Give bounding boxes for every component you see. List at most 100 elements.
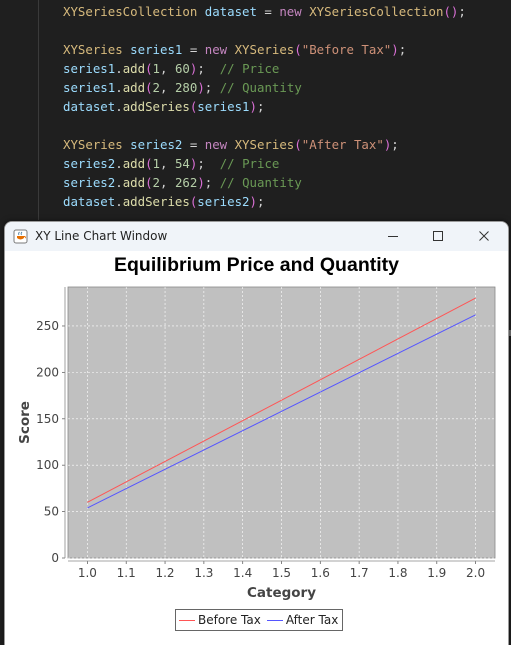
code-token: ( [294,42,302,57]
legend-item-after-tax: After Tax [266,613,339,627]
x-tick-label: 1.2 [155,566,174,580]
chart-svg: 1.0 1.1 1.2 1.3 1.4 1.5 1.6 1.7 1.8 1.9 2.0 0 50 100 1… [17,286,496,601]
code-token: 262 [174,175,198,190]
x-tick-label: 1.3 [194,566,213,580]
code-token: = [189,137,205,152]
code-token: 2 [152,175,161,190]
code-token: ) [383,137,392,152]
code-token: dataset [197,4,265,19]
x-tick-label: 1.6 [311,566,330,580]
chart-title: Equilibrium Price and Quantity [114,254,399,276]
chart-legend: Before Tax After Tax [175,609,344,631]
code-token: ; [256,194,265,209]
code-token: add [122,61,146,76]
legend-label-after-tax: After Tax [285,613,339,627]
code-token: // Price [219,156,280,171]
legend-swatch-after-tax [266,619,283,621]
window-title: XY Line Chart Window [35,229,168,243]
code-token: // Quantity [219,80,302,95]
code-line: series1.add(2, 280); // Quantity [63,78,302,97]
code-token: addSeries [122,99,190,114]
code-token: XYSeriesCollection [63,4,198,19]
code-token: ( [294,137,302,152]
x-tick-label: 1.5 [272,566,291,580]
code-token: series2 [122,137,190,152]
code-token: 1 [152,156,161,171]
y-tick-label: 150 [36,412,59,426]
code-line: series1.add(1, 60); // Price [63,59,279,78]
code-token: . [115,175,123,190]
code-token: ( [145,156,153,171]
code-token: new [204,42,235,57]
y-tick-label: 200 [36,365,59,379]
scrollbar-marker [508,330,511,336]
code-line: XYSeries series1 = new XYSeries("Before … [63,40,406,59]
code-token: 2 [152,80,161,95]
code-token: series1 [197,99,250,114]
minimize-icon [387,227,399,246]
minimize-button[interactable] [370,222,416,251]
code-token: dataset [63,194,116,209]
code-line: series2.add(1, 54); // Price [63,154,279,173]
code-token: series1 [122,42,190,57]
code-token: XYSeries [63,137,123,152]
y-tick-label: 0 [51,551,59,565]
code-token: XYSeries [234,137,295,152]
code-token: "Before Tax" [301,42,392,57]
code-token: . [115,80,123,95]
code-token: ; [204,80,220,95]
code-token: ( [145,175,153,190]
code-token: add [122,175,146,190]
code-token: . [115,156,123,171]
code-token: , [160,175,175,190]
x-tick-label: 1.4 [233,566,252,580]
code-line: dataset.addSeries(series2); [63,192,264,211]
x-tick-label: 1.9 [427,566,446,580]
window-titlebar[interactable]: XY Line Chart Window [5,222,508,251]
code-line: XYSeries series2 = new XYSeries("After T… [63,135,399,154]
maximize-button[interactable] [415,222,461,251]
series-line-before-tax [87,297,476,503]
code-line: XYSeriesCollection dataset = new XYSerie… [63,2,466,21]
code-token: 1 [152,61,161,76]
code-token: new [279,4,310,19]
x-tick-label: 1.8 [388,566,407,580]
x-tick-label: 1.1 [117,566,136,580]
code-token: ; [204,175,220,190]
code-token: ) [197,175,205,190]
legend-swatch-before-tax [179,619,195,621]
maximize-icon [432,227,444,246]
chart-panel: Equilibrium Price and Quantity 1.0 1.1 1.2… [5,251,508,645]
code-token: series1 [63,61,116,76]
code-token: series2 [63,156,116,171]
code-token: "After Tax" [301,137,384,152]
code-token: XYSeries [234,42,295,57]
code-token: new [204,137,235,152]
code-token: XYSeries [63,42,123,57]
close-button[interactable] [461,222,507,251]
code-token: ) [197,80,205,95]
y-tick-label: 250 [36,319,59,333]
code-token: dataset [63,99,116,114]
code-token: ) [189,156,198,171]
editor-gutter-guide [38,0,39,220]
code-token: ( [189,194,198,209]
code-line: series2.add(2, 262); // Quantity [63,173,302,192]
code-token: add [122,156,146,171]
x-tick-label: 1.7 [350,566,369,580]
legend-label-before-tax: Before Tax [198,613,261,627]
code-token: ) [249,99,257,114]
code-token: ; [391,137,399,152]
y-axis-label: Score [17,401,33,444]
code-token: . [115,99,123,114]
code-token: ( [189,99,198,114]
code-token: 54 [174,156,190,171]
code-token: ) [249,194,257,209]
code-token: ; [458,4,466,19]
code-token: series2 [63,175,116,190]
code-token: // Price [219,61,280,76]
chart-window: XY Line Chart Window Equilibrium Price a… [4,221,509,645]
code-token: ( [145,61,153,76]
code-token: . [115,194,123,209]
x-tick-label: 2.0 [466,566,485,580]
